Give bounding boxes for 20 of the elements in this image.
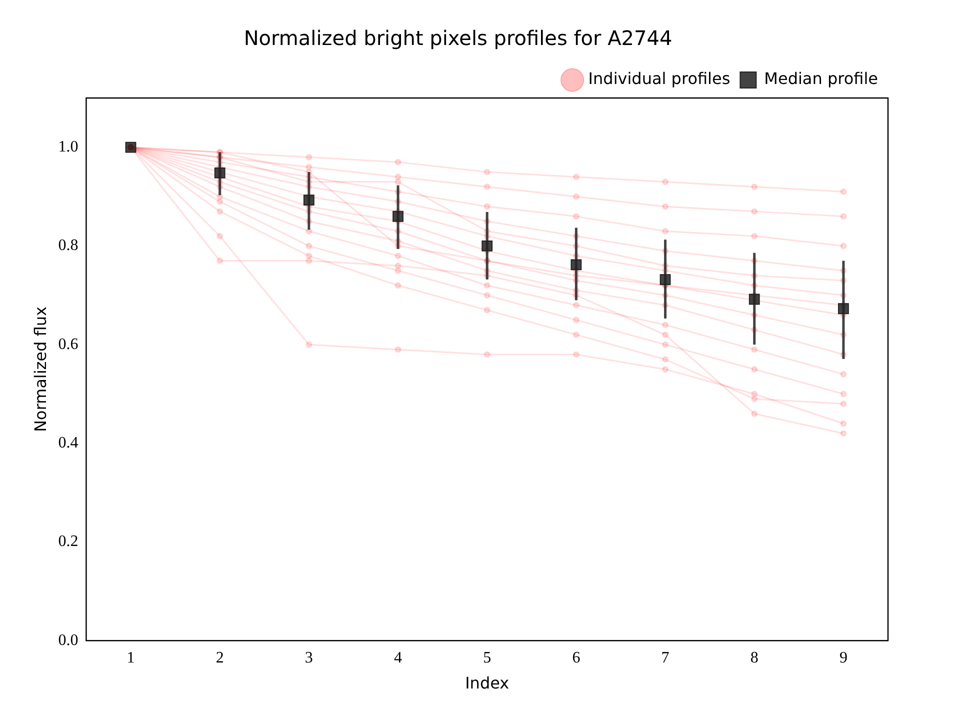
- x-axis-title: Index: [465, 674, 510, 693]
- y-tick-label: 0.6: [58, 336, 78, 353]
- x-tick-label: 5: [483, 649, 492, 666]
- y-tick-label: 0.2: [58, 533, 78, 550]
- legend-label: Median profile: [764, 69, 878, 88]
- x-tick-label: 8: [750, 649, 758, 666]
- y-tick-label: 0.4: [58, 434, 78, 452]
- legend-label: Individual profiles: [588, 69, 730, 88]
- y-axis-title: Normalized flux: [30, 306, 50, 432]
- x-tick-label: 4: [394, 649, 402, 666]
- x-tick-label: 7: [661, 649, 670, 666]
- x-tick-label: 6: [572, 649, 580, 666]
- chart-title: Normalized bright pixels profiles for A2744: [244, 26, 672, 50]
- x-tick-label: 1: [126, 649, 135, 666]
- y-tick-label: 0.0: [58, 632, 78, 649]
- y-tick-label: 0.8: [58, 237, 78, 254]
- x-tick-label: 2: [216, 649, 224, 666]
- x-tick-label: 9: [839, 649, 848, 666]
- x-tick-label: 3: [304, 649, 313, 666]
- y-tick-label: 1.0: [58, 138, 78, 156]
